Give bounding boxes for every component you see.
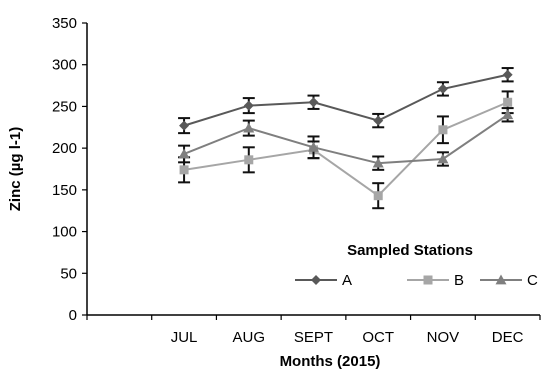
data-point-B (503, 97, 513, 107)
series-C (178, 107, 514, 171)
x-tick-label: DEC (492, 329, 524, 346)
legend: Sampled Stations A B C (295, 242, 538, 289)
legend-item-B: B (407, 272, 464, 289)
data-point-C (308, 141, 319, 152)
data-point-A (502, 69, 513, 80)
y-axis-title: Zinc (µg l-1) (7, 127, 24, 211)
y-tick-label: 300 (52, 57, 77, 74)
legend-items: A B C (295, 272, 538, 289)
legend-label-B: B (454, 272, 464, 289)
data-point-B (179, 165, 189, 175)
y-tick-label: 200 (52, 140, 77, 157)
data-point-C (243, 122, 255, 133)
series-line-C (183, 113, 509, 165)
data-point-C (437, 153, 449, 164)
data-point-B (244, 155, 254, 165)
x-tick-label: JUL (171, 329, 198, 346)
series-A (178, 67, 514, 135)
data-point-C (178, 148, 190, 159)
data-point-B (438, 125, 448, 135)
data-point-A (373, 115, 384, 126)
data-point-A (243, 100, 254, 111)
data-point-A (179, 120, 190, 131)
x-ticks: JUL AUG SEPT OCT NOV DEC (86, 315, 541, 346)
legend-marker-C (495, 274, 507, 285)
series-B (178, 90, 514, 210)
x-axis-title: Months (2015) (280, 353, 381, 370)
data-point-C (502, 109, 514, 120)
legend-label-C: C (527, 272, 538, 289)
y-tick-label: 50 (60, 265, 77, 282)
legend-item-C: C (480, 272, 538, 289)
series-line-B (183, 101, 509, 198)
x-tick-label: OCT (362, 329, 394, 346)
y-tick-label: 0 (69, 307, 77, 324)
y-tick-label: 150 (52, 182, 77, 199)
data-point-A (437, 83, 448, 94)
legend-item-A: A (295, 272, 352, 289)
y-ticks: 0 50 100 150 200 250 300 350 (52, 15, 87, 324)
data-point-B (373, 191, 383, 201)
y-tick-label: 250 (52, 98, 77, 115)
x-tick-label: NOV (427, 329, 460, 346)
x-tick-label: SEPT (294, 329, 333, 346)
y-tick-label: 100 (52, 224, 77, 241)
legend-marker-B (423, 275, 433, 285)
data-point-C (372, 157, 384, 168)
data-point-A (308, 97, 319, 108)
legend-title: Sampled Stations (347, 242, 473, 259)
legend-marker-A (311, 275, 321, 285)
series-line-A (183, 73, 508, 127)
series-layer (178, 67, 514, 210)
legend-label-A: A (342, 272, 352, 289)
x-tick-label: AUG (233, 329, 266, 346)
y-tick-label: 350 (52, 15, 77, 32)
